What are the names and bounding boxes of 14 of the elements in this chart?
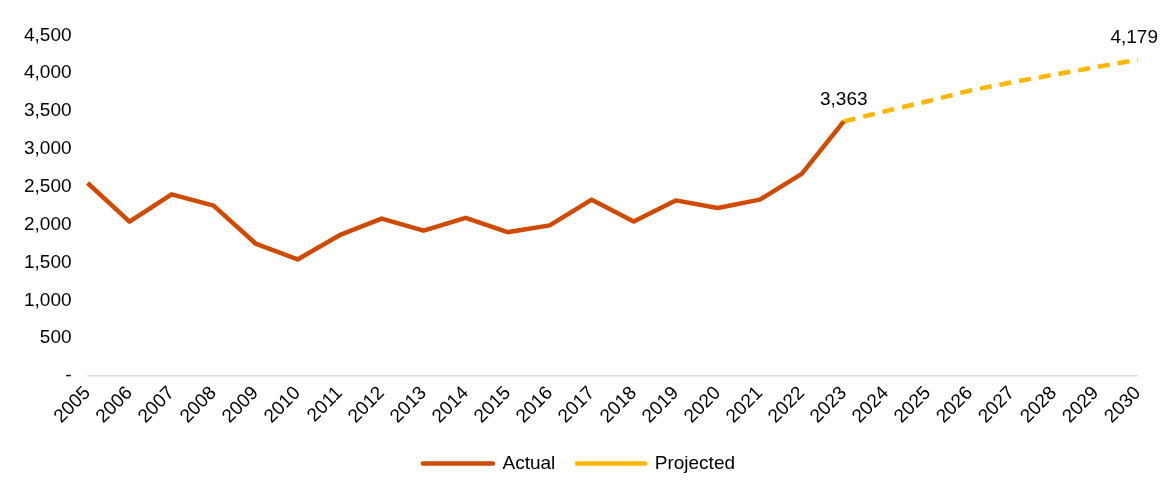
- legend-label: Actual: [502, 451, 556, 473]
- y-tick-label: 4,500: [24, 23, 72, 45]
- y-tick-label: -: [65, 364, 72, 386]
- legend-label: Projected: [654, 451, 736, 473]
- annotation: 4,179: [1110, 26, 1158, 48]
- y-tick-label: 2,000: [24, 212, 72, 234]
- y-tick-label: 2,500: [24, 175, 72, 197]
- y-tick-label: 3,000: [24, 137, 72, 159]
- y-tick-label: 1,000: [24, 288, 72, 310]
- annotation: 3,363: [820, 88, 868, 110]
- y-tick-label: 3,500: [24, 99, 72, 121]
- y-tick-label: 500: [39, 326, 72, 348]
- y-tick-label: 1,500: [24, 250, 72, 272]
- y-tick-label: 4,000: [24, 61, 72, 83]
